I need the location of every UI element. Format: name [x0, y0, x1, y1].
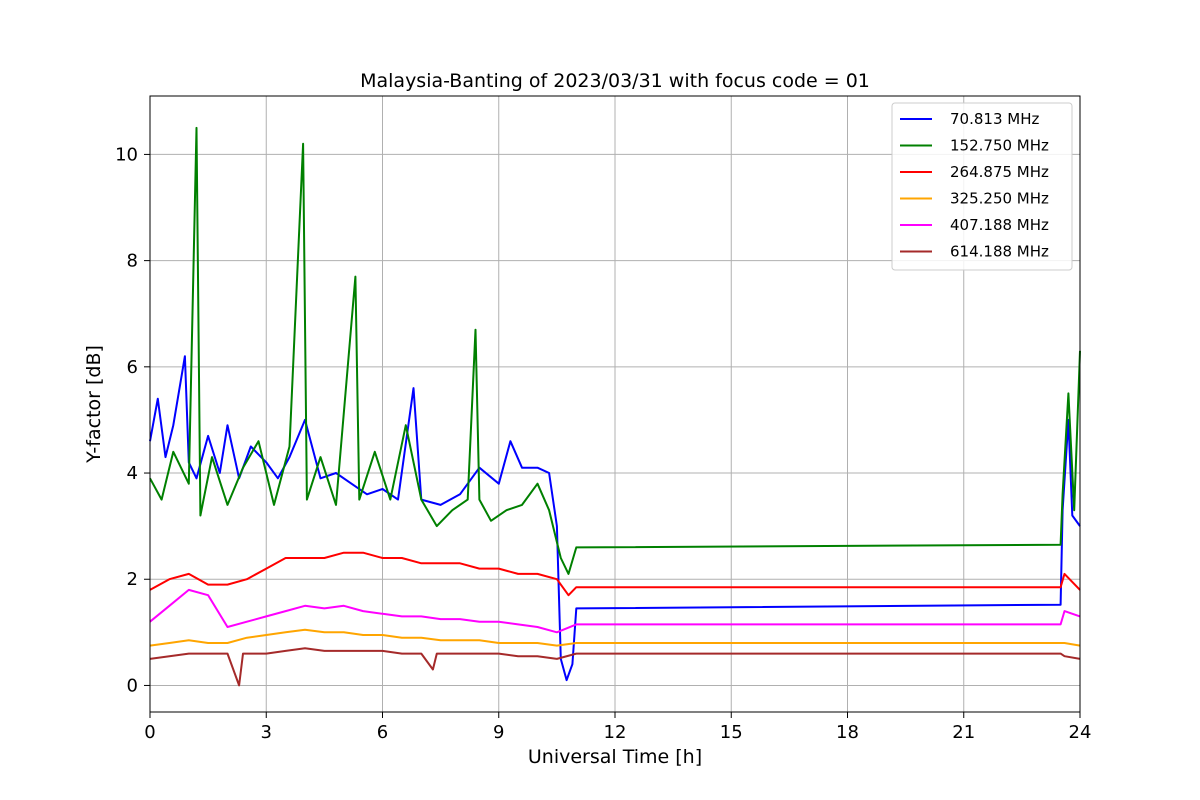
y-tick-label: 10	[115, 144, 138, 165]
x-tick-label: 21	[952, 722, 975, 743]
series-line-1	[149, 126, 1081, 575]
x-tick-label: 18	[836, 722, 859, 743]
y-tick-label: 0	[127, 675, 138, 696]
y-tick-label: 2	[127, 569, 138, 590]
x-tick-label: 3	[261, 722, 272, 743]
y-tick-label: 8	[127, 251, 138, 272]
x-tick-label: 24	[1069, 722, 1092, 743]
x-axis-label: Universal Time [h]	[528, 746, 702, 768]
legend-label-2: 264.875 MHz	[950, 163, 1049, 181]
y-axis-label: Y-factor [dB]	[83, 345, 105, 464]
y-tick-label: 6	[127, 357, 138, 378]
x-tick-label: 0	[144, 722, 155, 743]
legend-label-1: 152.750 MHz	[950, 137, 1049, 155]
x-tick-label: 12	[604, 722, 627, 743]
chart-title: Malaysia-Banting of 2023/03/31 with focu…	[360, 70, 870, 92]
series-line-5	[149, 647, 1081, 687]
x-tick-label: 15	[720, 722, 743, 743]
legend-box	[891, 102, 1073, 271]
x-tick-label: 9	[493, 722, 504, 743]
x-tick-label: 6	[377, 722, 388, 743]
series-line-4	[149, 588, 1081, 634]
legend-label-4: 407.188 MHz	[950, 216, 1049, 234]
series-line-2	[149, 551, 1081, 597]
legend-label-5: 614.188 MHz	[950, 243, 1049, 261]
legend: 70.813 MHz 152.750 MHz 264.875 MHz 325.250 …	[891, 102, 1073, 271]
series-line-0	[149, 355, 1081, 682]
legend-label-3: 325.250 MHz	[950, 190, 1049, 208]
series-layer	[149, 126, 1081, 687]
legend-label-0: 70.813 MHz	[950, 110, 1039, 128]
series-line-3	[149, 628, 1081, 647]
y-tick-label: 4	[127, 463, 138, 484]
